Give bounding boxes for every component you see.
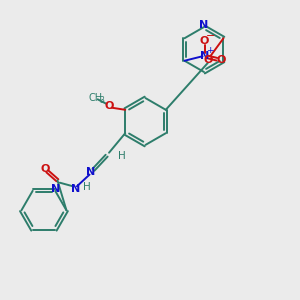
Text: N: N [200, 51, 209, 61]
Text: O: O [104, 101, 113, 111]
Text: N: N [71, 184, 80, 194]
Text: N: N [51, 184, 60, 194]
Text: 3: 3 [99, 96, 104, 105]
Text: H: H [83, 182, 91, 192]
Text: O: O [217, 55, 226, 65]
Text: O: O [200, 36, 209, 46]
Text: CH: CH [88, 93, 102, 103]
Text: O: O [203, 55, 213, 65]
Text: O: O [40, 164, 50, 174]
Text: N: N [199, 20, 208, 31]
Text: H: H [118, 151, 126, 161]
Text: N: N [86, 167, 96, 177]
Text: −: − [206, 31, 215, 41]
Text: +: + [206, 46, 214, 55]
